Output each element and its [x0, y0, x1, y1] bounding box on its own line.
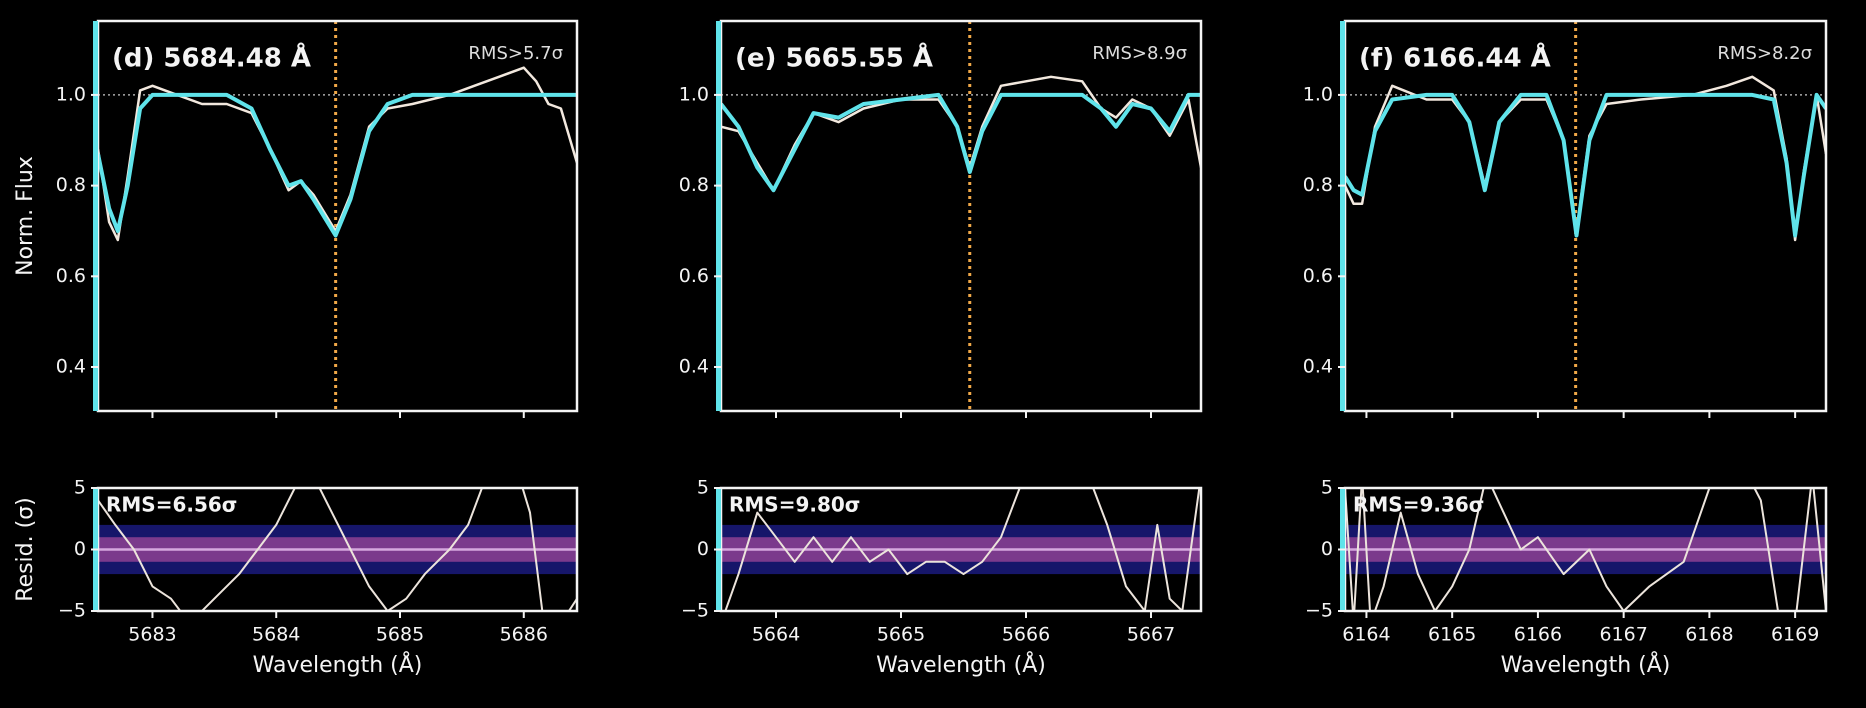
y-axis-label: Norm. Flux — [13, 156, 38, 276]
residual-panel: −5 0 5 5664 5665 5666 5667 RMS=9.80σ Wavelength … — [681, 477, 1203, 678]
y-tick-label: −5 — [1305, 600, 1333, 622]
y-tick-label: 1.0 — [56, 83, 86, 105]
y-tick-label: 0.8 — [56, 174, 86, 196]
residual-line — [724, 488, 1201, 611]
x-tick-label: 6167 — [1599, 624, 1647, 646]
y-tick-label: 0 — [74, 538, 86, 560]
rms-label: RMS=9.80σ — [729, 493, 860, 517]
y-tick-label: 0.4 — [679, 356, 709, 378]
flux-panel: 0.4 0.6 0.8 1.0 (e) 5665.55 Å RMS>8.9σ — [679, 19, 1203, 418]
y-tick-label: 0.6 — [56, 265, 86, 287]
x-tick-label: 5666 — [1002, 624, 1050, 646]
plot-area — [98, 21, 577, 411]
model-spectrum — [721, 92, 1201, 193]
x-tick-label: 6164 — [1342, 624, 1390, 646]
y-tick-label: 5 — [1321, 477, 1333, 499]
x-tick-label: 6166 — [1514, 624, 1562, 646]
residual-line — [1345, 488, 1826, 611]
x-tick-label: 6169 — [1771, 624, 1819, 646]
y-tick-label: 0.6 — [1303, 265, 1333, 287]
residual-panel: −5 0 5 6164 6165 6166 6167 6168 6169 RMS=9.36σ Wav… — [1305, 477, 1828, 678]
panel-title: (d) 5684.48 Å — [112, 42, 311, 74]
x-tick-label: 5686 — [500, 624, 548, 646]
x-tick-label: 6165 — [1428, 624, 1476, 646]
observed-spectrum — [98, 66, 577, 242]
residual-line — [98, 488, 577, 611]
model-spectrum — [98, 92, 577, 238]
x-axis-label: Wavelength (Å) — [876, 651, 1046, 678]
rms-label: RMS=6.56σ — [106, 493, 237, 517]
model-spectrum — [1345, 92, 1826, 238]
rms-label: RMS>8.9σ — [1092, 43, 1187, 64]
x-tick-label: 5667 — [1127, 624, 1175, 646]
flux-panel: 0.4 0.6 0.8 1.0 (f) 6166.44 Å RMS>8.2σ — [1303, 19, 1828, 418]
y-tick-label: 5 — [74, 477, 86, 499]
highlight-spine — [93, 21, 98, 411]
y-tick-label: 0 — [1321, 538, 1333, 560]
y-tick-label: −5 — [681, 600, 709, 622]
y-tick-label: 0.4 — [56, 356, 86, 378]
x-axis-label: Wavelength (Å) — [1501, 651, 1671, 678]
y-tick-label: 0 — [697, 538, 709, 560]
plot-area — [721, 21, 1201, 411]
rms-label: RMS>5.7σ — [468, 43, 563, 64]
y-tick-label: 0.8 — [1303, 174, 1333, 196]
rms-label: RMS=9.36σ — [1353, 493, 1484, 517]
plot-area — [721, 488, 1201, 611]
x-tick-label: 5683 — [128, 624, 176, 646]
plot-area — [1345, 488, 1826, 611]
y-tick-label: 5 — [697, 477, 709, 499]
highlight-spine — [1340, 21, 1345, 411]
x-tick-label: 6168 — [1685, 624, 1733, 646]
rms-label: RMS>8.2σ — [1717, 43, 1812, 64]
y-tick-label: −5 — [58, 600, 86, 622]
panel-title: (f) 6166.44 Å — [1359, 42, 1551, 74]
residual-panel: −5 0 5 5683 5684 5685 5686 RMS=6.56σ Wavelength … — [13, 477, 579, 678]
x-tick-label: 5664 — [752, 624, 800, 646]
plot-area — [98, 488, 577, 611]
y-axis-label: Resid. (σ) — [13, 497, 38, 601]
plot-area — [1345, 21, 1826, 411]
x-tick-label: 5685 — [376, 624, 424, 646]
y-tick-label: 1.0 — [679, 83, 709, 105]
panel-title: (e) 5665.55 Å — [735, 42, 933, 74]
y-tick-label: 0.8 — [679, 174, 709, 196]
y-tick-label: 0.4 — [1303, 356, 1333, 378]
x-tick-label: 5684 — [252, 624, 300, 646]
y-tick-label: 0.6 — [679, 265, 709, 287]
x-axis-label: Wavelength (Å) — [253, 651, 423, 678]
y-tick-label: 1.0 — [1303, 83, 1333, 105]
flux-panel: 0.4 0.6 0.8 1.0 (d) 5684.48 Å RMS>5.7σ Norm. F… — [13, 19, 579, 418]
highlight-spine — [716, 21, 721, 411]
x-tick-label: 5665 — [877, 624, 925, 646]
